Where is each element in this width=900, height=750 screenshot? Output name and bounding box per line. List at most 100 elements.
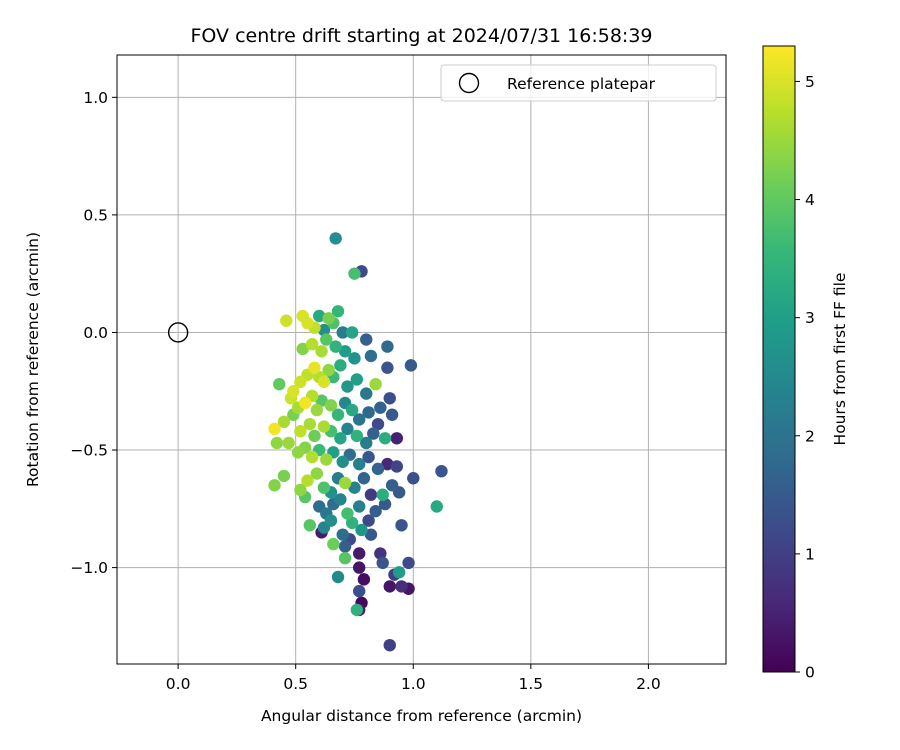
colorbar-tick-label: 1 [805, 545, 815, 563]
data-point [324, 514, 338, 527]
data-point [348, 481, 361, 494]
data-point [367, 427, 380, 440]
data-point [390, 460, 404, 473]
data-point [329, 232, 342, 245]
data-point [355, 523, 368, 537]
data-point [383, 638, 396, 652]
data-point [404, 359, 418, 372]
data-point [371, 462, 385, 476]
colorbar-tick-label: 2 [805, 427, 815, 445]
data-point [277, 415, 291, 429]
data-point [301, 316, 314, 330]
data-point [310, 467, 324, 480]
data-point [320, 333, 333, 346]
data-point [298, 396, 312, 410]
data-point [303, 519, 317, 532]
data-point [310, 403, 324, 417]
data-point [348, 352, 361, 365]
data-point [381, 457, 394, 471]
data-point [331, 570, 345, 584]
data-point [273, 377, 286, 391]
y-tick-label: 0.5 [83, 206, 108, 224]
y-tick-label: 1.0 [83, 89, 108, 107]
data-point [294, 425, 307, 438]
data-point [317, 481, 331, 494]
x-tick-label: 1.5 [519, 675, 544, 693]
data-point [313, 309, 326, 323]
data-point [331, 408, 345, 421]
data-point [294, 483, 307, 497]
data-point [383, 392, 396, 405]
data-point [308, 429, 321, 443]
data-point [294, 375, 307, 389]
colorbar-ticks: 0 1 2 3 4 5 [795, 73, 815, 682]
data-point [338, 540, 352, 553]
data-point [338, 345, 352, 358]
data-point [334, 359, 347, 372]
data-point [331, 305, 345, 318]
chart-title: FOV centre drift starting at 2024/07/31 … [190, 25, 652, 47]
data-point [395, 580, 408, 593]
data-point [352, 413, 366, 426]
data-point [357, 472, 371, 485]
data-point [320, 453, 333, 466]
colorbar-label: Hours from first FF file [831, 273, 849, 446]
data-point [352, 584, 366, 598]
data-point [385, 408, 399, 421]
y-tick-label: 0.0 [83, 324, 108, 342]
colorbar-tick-label: 5 [805, 73, 815, 91]
data-point [336, 455, 349, 468]
data-point [402, 556, 415, 570]
data-point [322, 312, 335, 325]
data-point [362, 450, 375, 464]
data-point [308, 361, 321, 374]
data-point [317, 375, 331, 389]
y-axis-label: Rotation from reference (arcmin) [24, 232, 42, 487]
data-point [329, 340, 342, 353]
plot-area [117, 55, 726, 664]
legend-reference-marker [458, 72, 480, 94]
data-point [362, 406, 375, 419]
data-point [407, 472, 420, 485]
data-point [350, 603, 364, 617]
data-point [296, 342, 309, 356]
data-point [317, 420, 331, 433]
colorbar [762, 45, 796, 673]
data-point [305, 338, 319, 351]
data-point [287, 385, 300, 398]
data-point [345, 326, 359, 339]
data-point [357, 573, 371, 586]
data-point [381, 340, 394, 353]
data-point [348, 267, 361, 280]
data-point [301, 474, 314, 487]
data-point [303, 417, 317, 431]
data-point [345, 516, 359, 530]
data-points [268, 232, 448, 652]
y-tick-label: −1.0 [70, 559, 108, 577]
data-point [362, 514, 375, 527]
data-point [277, 469, 291, 483]
data-point [381, 361, 394, 374]
x-tick-label: 0.5 [283, 675, 308, 693]
data-point [364, 488, 378, 501]
data-point [305, 450, 319, 464]
data-point [374, 401, 387, 414]
data-point [392, 566, 406, 579]
data-point [374, 547, 387, 560]
data-point [395, 519, 408, 532]
data-point [345, 403, 359, 417]
data-point [360, 333, 373, 346]
data-point [435, 464, 448, 478]
data-point [352, 547, 366, 560]
legend-label-reference: Reference platepar [507, 75, 656, 93]
colorbar-tick-label: 3 [805, 309, 815, 327]
data-point [268, 422, 281, 436]
data-point [364, 528, 378, 541]
data-point [369, 377, 382, 391]
data-point [317, 323, 331, 337]
legend: Reference platepar [440, 64, 717, 102]
x-tick-label: 0.0 [166, 675, 191, 693]
data-point [341, 422, 354, 436]
data-point [369, 504, 382, 518]
